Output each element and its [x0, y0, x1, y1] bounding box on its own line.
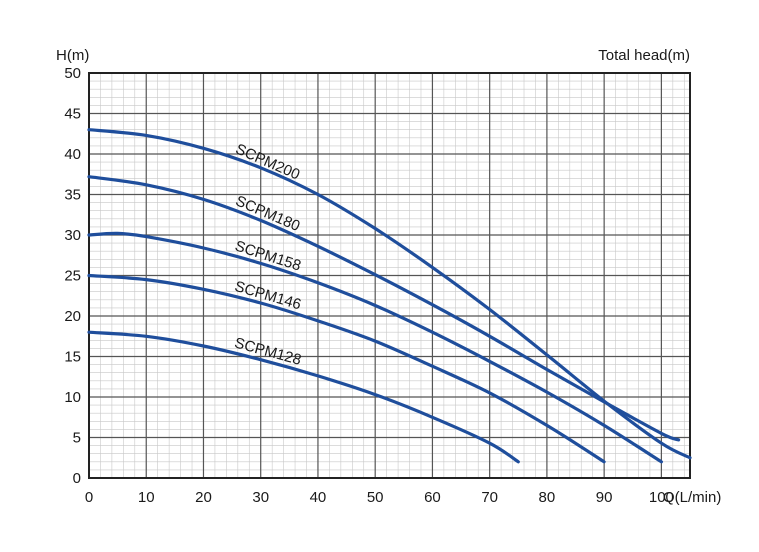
series-line-scpm200: [87, 128, 692, 460]
series-line-scpm158: [87, 231, 663, 464]
major-grid: [88, 72, 690, 479]
x-tick-label: 20: [195, 489, 212, 506]
x-tick-label: 50: [367, 489, 384, 506]
y-axis-label: H(m): [56, 47, 89, 64]
y-tick-label: 0: [73, 470, 81, 487]
y-tick-label: 15: [64, 349, 81, 366]
x-tick-labels: 0 10 20 30 40 50 60 70 80 90 100: [85, 489, 674, 506]
x-tick-label: 30: [252, 489, 269, 506]
y-tick-label: 25: [64, 268, 81, 285]
y-tick-labels: 0 5 10 15 20 25 30 35 40 45 50: [64, 65, 81, 487]
x-tick-label: 0: [85, 489, 93, 506]
series-label-scpm128: SCPM128: [233, 335, 303, 369]
x-tick-label: 10: [138, 489, 155, 506]
x-tick-label: 90: [596, 489, 613, 506]
x-tick-label: 40: [310, 489, 327, 506]
x-tick-label: 100: [649, 489, 674, 506]
y-tick-label: 40: [64, 146, 81, 163]
y-tick-label: 20: [64, 308, 81, 325]
series-line-scpm146: [87, 273, 606, 464]
y-tick-label: 50: [64, 65, 81, 82]
y-tick-label: 45: [64, 106, 81, 123]
x-tick-label: 70: [481, 489, 498, 506]
series-line-scpm128: [87, 330, 520, 464]
y-tick-label: 10: [64, 389, 81, 406]
y-tick-label: 30: [64, 227, 81, 244]
series-line-scpm180: [87, 175, 681, 442]
x-tick-label: 60: [424, 489, 441, 506]
y-tick-label: 5: [73, 430, 81, 447]
x-axis-label: Q(L/min): [663, 489, 721, 506]
chart-title: Total head(m): [598, 47, 690, 64]
x-tick-label: 80: [539, 489, 556, 506]
y-tick-label: 35: [64, 187, 81, 204]
